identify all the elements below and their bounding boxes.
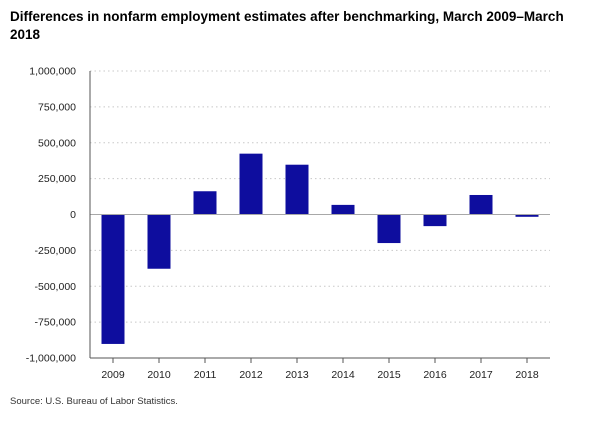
x-tick-label: 2016 — [423, 369, 447, 381]
y-tick-label: 250,000 — [38, 173, 76, 185]
y-tick-label: -250,000 — [35, 245, 77, 257]
bar-2015 — [377, 214, 401, 244]
bar-2018 — [515, 214, 539, 217]
bar-2011 — [193, 191, 217, 215]
x-tick-label: 2012 — [239, 369, 263, 381]
bar-2017 — [469, 194, 493, 215]
x-tick-label: 2009 — [101, 369, 125, 381]
x-tick-label: 2017 — [469, 369, 493, 381]
y-tick-label: -750,000 — [35, 317, 77, 329]
x-tick-label: 2010 — [147, 369, 171, 381]
chart-title: Differences in nonfarm employment estima… — [10, 9, 564, 42]
bar-2010 — [147, 214, 171, 269]
bar-2013 — [285, 164, 309, 215]
x-tick-label: 2011 — [194, 369, 217, 381]
x-tick-label: 2015 — [377, 369, 401, 381]
bar-2016 — [423, 214, 447, 227]
x-tick-label: 2013 — [285, 369, 309, 381]
y-tick-label: 0 — [70, 209, 76, 221]
y-tick-label: 1,000,000 — [29, 66, 76, 78]
bar-2014 — [331, 204, 355, 215]
y-tick-labels: 1,000,000 750,000 500,000 250,000 0 -250,000 -… — [26, 66, 76, 365]
source-note: Source: U.S. Bureau of Labor Statistics. — [10, 396, 178, 407]
axes — [89, 71, 550, 363]
y-tick-label: -1,000,000 — [26, 353, 76, 365]
bars — [101, 153, 539, 344]
bar-2009 — [101, 214, 125, 344]
x-tick-labels: 2009 2010 2011 2012 2013 2014 2015 2016 2017 2018 — [101, 369, 539, 381]
y-tick-label: 750,000 — [38, 101, 76, 113]
y-tick-label: -500,000 — [35, 281, 77, 293]
x-tick-label: 2014 — [331, 369, 355, 381]
y-tick-label: 500,000 — [38, 137, 76, 149]
bar-2012 — [239, 153, 263, 215]
x-tick-label: 2018 — [515, 369, 539, 381]
